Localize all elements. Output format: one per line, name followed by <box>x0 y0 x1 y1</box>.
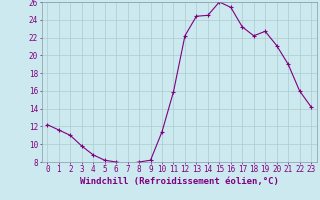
X-axis label: Windchill (Refroidissement éolien,°C): Windchill (Refroidissement éolien,°C) <box>80 177 279 186</box>
